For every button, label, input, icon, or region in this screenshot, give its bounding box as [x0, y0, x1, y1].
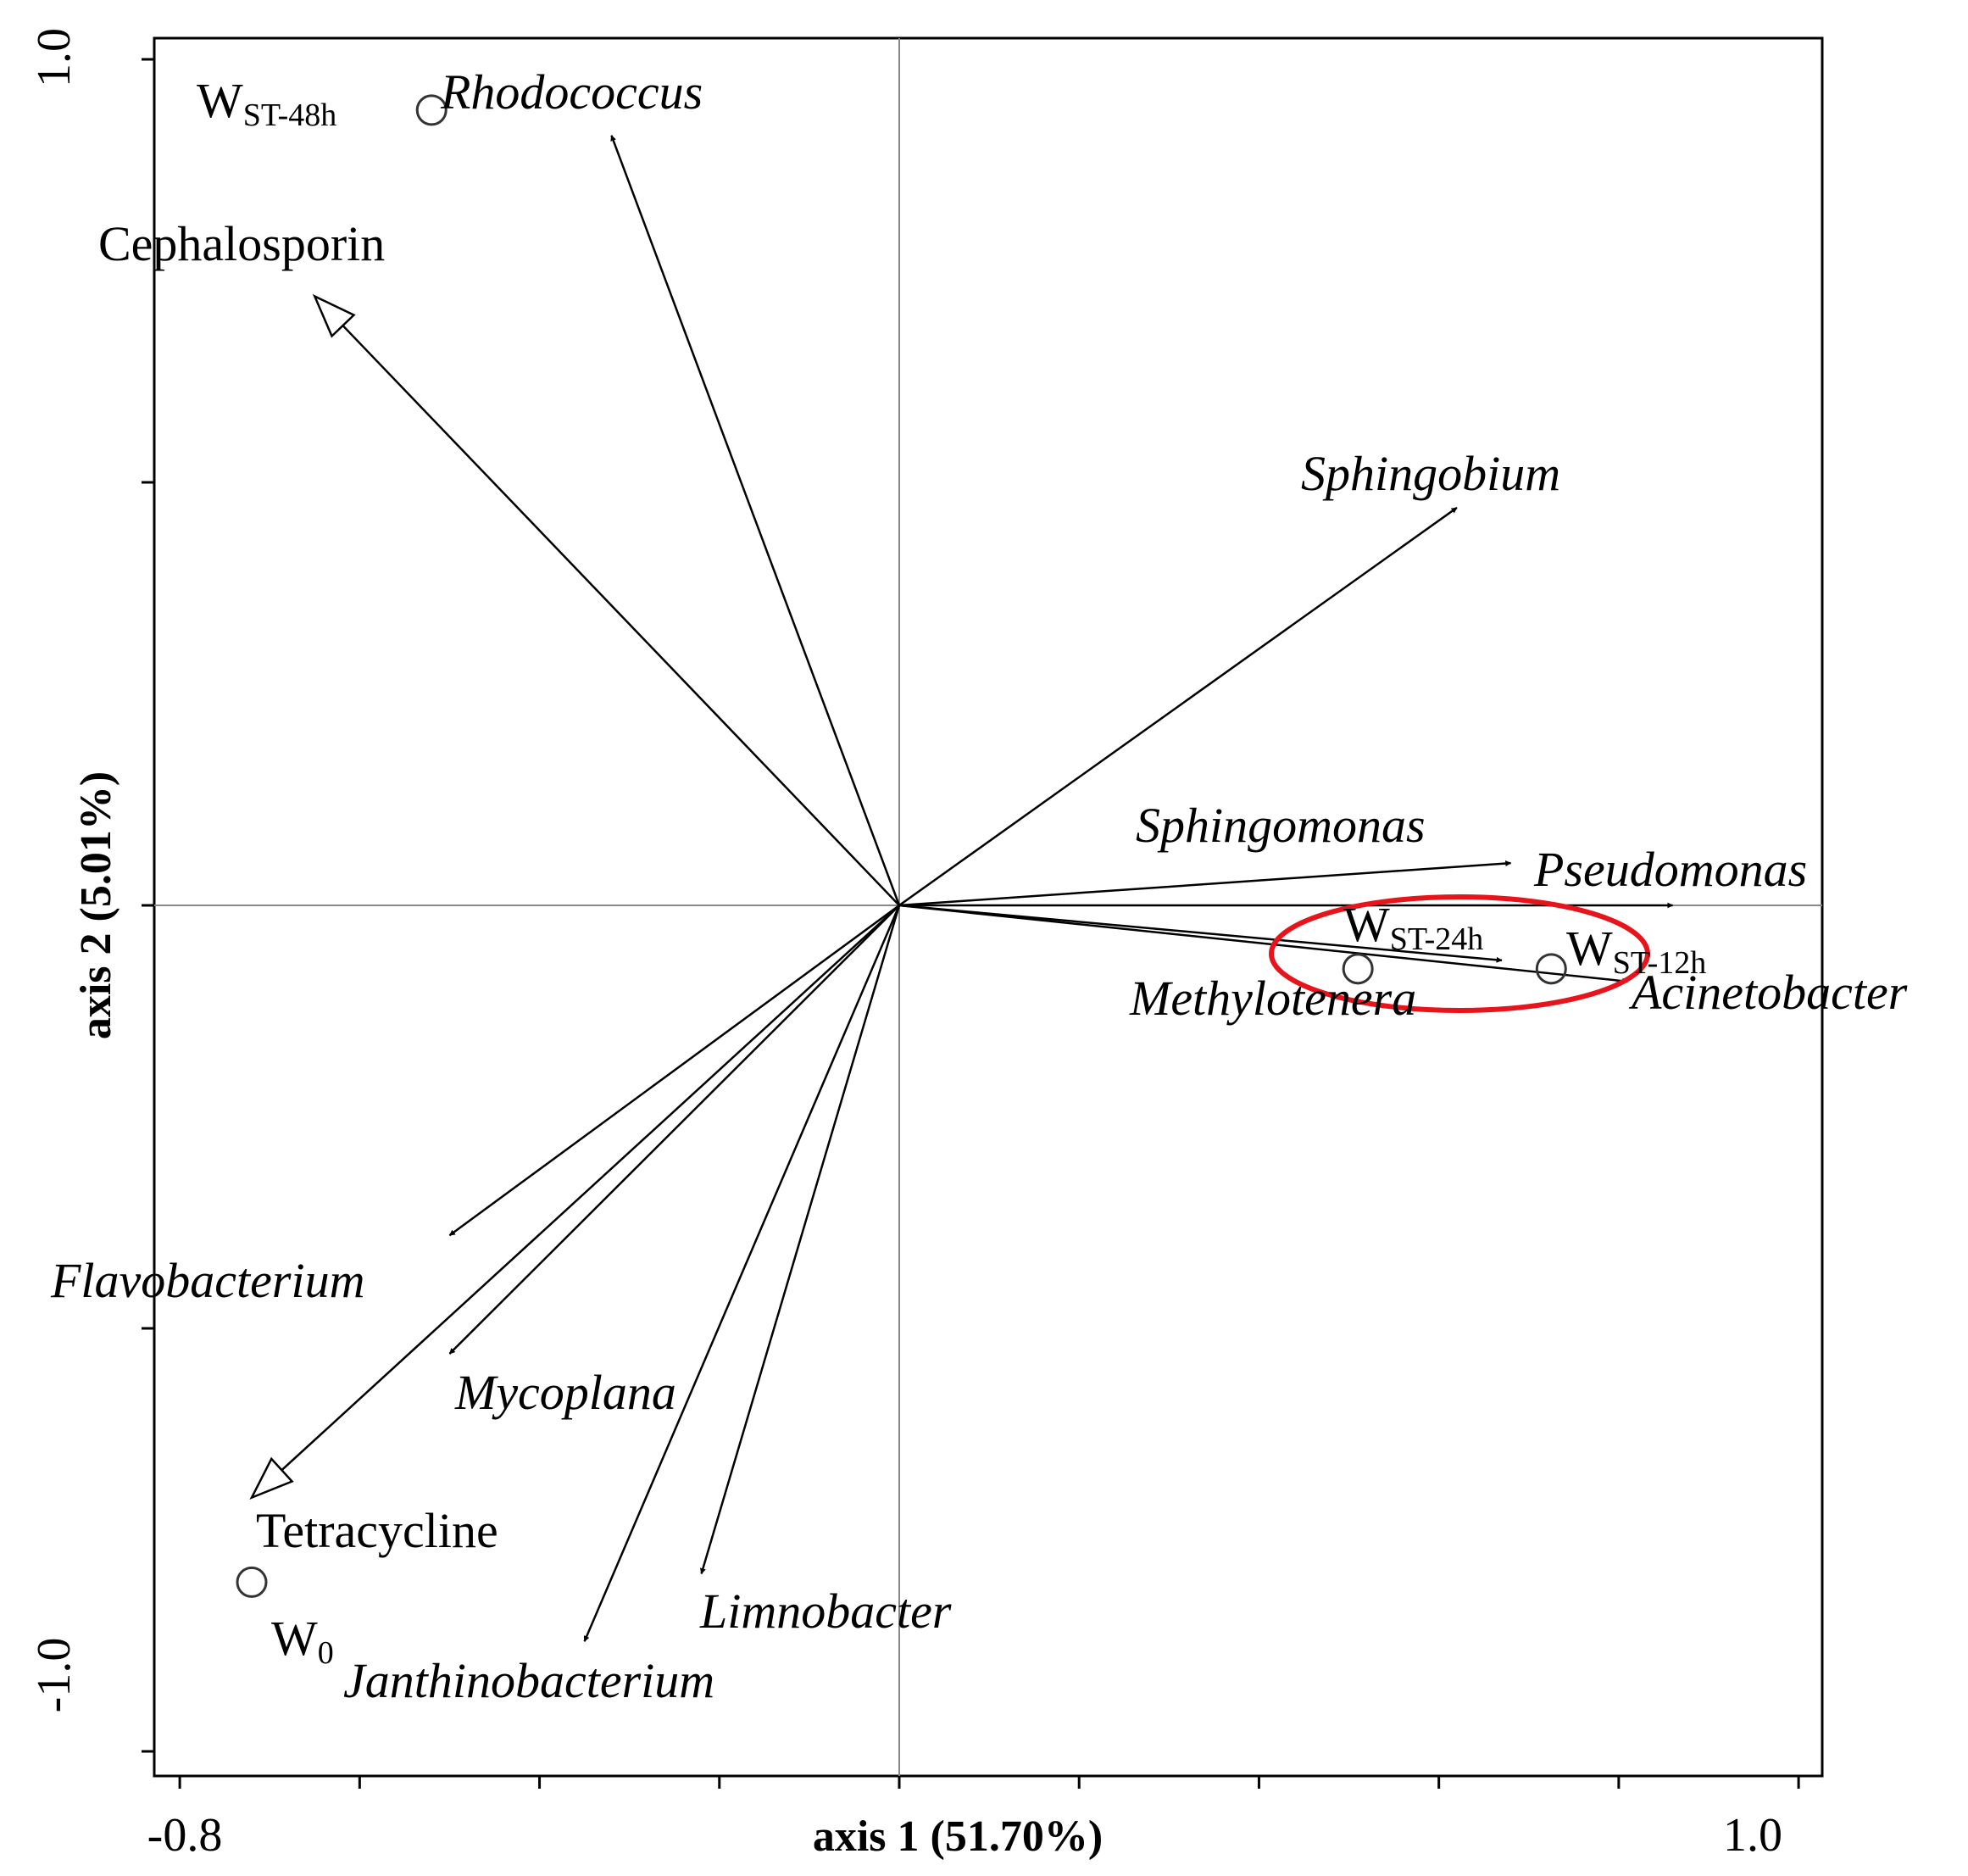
- species-label-pseudomonas: Pseudomonas: [1533, 842, 1807, 897]
- species-label-limnobacter: Limnobacter: [699, 1584, 952, 1639]
- species-label-rhodococcus: Rhodococcus: [440, 64, 703, 120]
- species-arrow-rhodococcus: [610, 135, 901, 906]
- environmental-arrows: [249, 293, 900, 1500]
- species-arrow-flavobacterium: [448, 904, 900, 1237]
- sample-label-wst-24h: WST-24h: [1343, 897, 1483, 957]
- species-label-flavobacterium: Flavobacterium: [50, 1253, 364, 1308]
- species-arrow-sphingomonas: [898, 860, 1512, 907]
- x-axis-ticks: [178, 1776, 1800, 1789]
- species-arrow-methylotenera: [898, 904, 1503, 963]
- x-tick-label-min: -0.8: [147, 1809, 223, 1862]
- sample-points: [236, 94, 1567, 1598]
- env-arrowhead-cephalosporin: [312, 293, 356, 338]
- species-arrow-mycoplana: [448, 905, 900, 1355]
- env-label-tetracycline: Tetracycline: [256, 1503, 498, 1558]
- species-arrow-sphingobium: [898, 506, 1458, 907]
- sample-label-wst-48h: WST-48h: [197, 73, 336, 133]
- sample-point-wst-12h: [1535, 953, 1567, 985]
- env-arrowhead-tetracycline: [249, 1456, 294, 1500]
- x-tick-label-max: 1.0: [1723, 1809, 1782, 1862]
- env-label-cephalosporin: Cephalosporin: [98, 216, 385, 271]
- x-axis-title: axis 1 (51.70%): [813, 1812, 1103, 1861]
- plot-frame: [153, 36, 1824, 1778]
- env-arrow-tetracycline: [281, 905, 900, 1472]
- species-label-janthinobacterium: Janthinobacterium: [343, 1653, 714, 1708]
- sample-label-w0: W0: [271, 1611, 334, 1671]
- env-arrow-cephalosporin: [342, 325, 900, 906]
- species-arrow-acinetobacter: [898, 904, 1629, 984]
- sample-point-wst-48h: [415, 94, 448, 126]
- species-label-sphingobium: Sphingobium: [1301, 446, 1560, 501]
- species-label-mycoplana: Mycoplana: [454, 1365, 676, 1420]
- species-label-sphingomonas: Sphingomonas: [1136, 798, 1426, 853]
- species-arrows: [448, 135, 1674, 1642]
- species-arrow-janthinobacterium: [583, 905, 901, 1642]
- y-axis-title: axis 2 (5.01%): [72, 771, 120, 1039]
- highlight-ellipse: [1269, 894, 1650, 1013]
- sample-label-wst-12h: WST-12h: [1566, 921, 1706, 981]
- sample-point-wst-24h: [1342, 953, 1374, 985]
- y-tick-label-min: -1.0: [28, 1638, 81, 1713]
- y-axis-ticks: [142, 58, 154, 1753]
- species-label-acinetobacter: Acinetobacter: [1628, 965, 1908, 1020]
- species-label-methylotenera: Methylotenera: [1129, 971, 1416, 1026]
- sample-point-w0: [236, 1566, 268, 1598]
- y-tick-label-max: 1.0: [28, 28, 81, 87]
- species-arrow-limnobacter: [699, 905, 901, 1575]
